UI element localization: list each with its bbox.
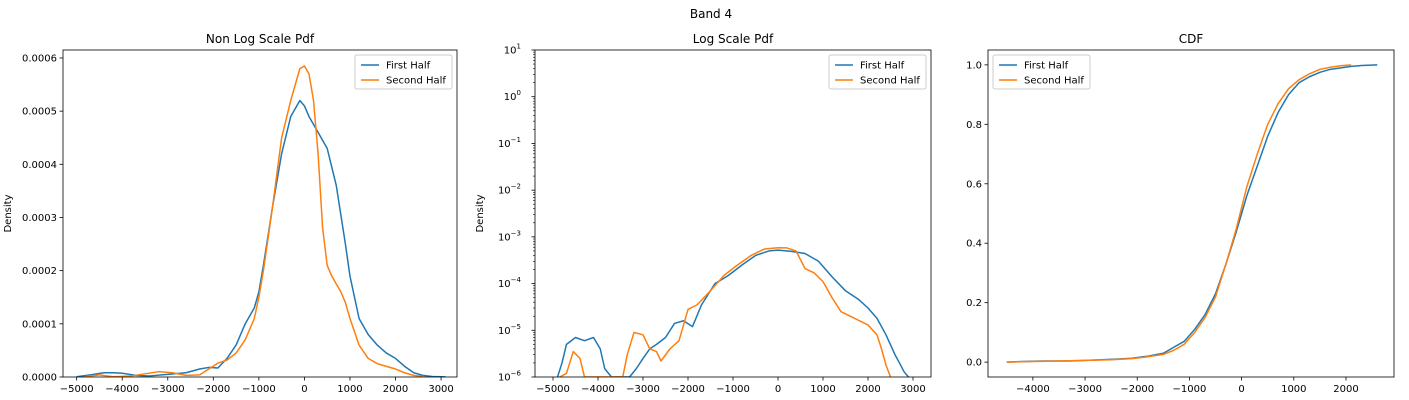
chart-title: Non Log Scale Pdf [206,32,315,46]
x-tick-label: −4000 [105,384,139,395]
series-line-first [1006,64,1378,363]
figure-suptitle: Band 4 [690,7,732,21]
x-tick-label: 2000 [383,384,408,395]
legend: First Half Second Half [992,54,1091,90]
x-tick-label: 3000 [900,384,925,395]
axes-frame [534,49,932,378]
chart-title: Log Scale Pdf [693,32,774,46]
y-tick-label: 10−5 [498,323,521,337]
x-tick-label: −3000 [1068,384,1102,395]
y-tick-label: 1.0 [966,60,982,71]
x-tick-label: 1000 [810,384,835,395]
legend-box [992,54,1091,90]
x-tick-label: −1000 [716,384,750,395]
x-tick-label: −2000 [671,384,705,395]
x-tick-label: −4000 [1016,384,1050,395]
x-tick-label: 0 [775,384,781,395]
y-tick-label: 0.0 [966,358,982,369]
y-tick-label: 10−3 [498,229,521,243]
x-tick-label: −2000 [1120,384,1154,395]
y-tick-label: 101 [504,43,521,57]
legend-label-second: Second Half [386,76,446,87]
axes-cdf: CDF −4000 −3000 −2000 −1000 0 1000 2000 0.0 0.2 0.… [966,32,1395,395]
series-line-second [85,65,423,377]
x-tick-label: −4000 [581,384,615,395]
y-tick-label: 100 [504,89,521,103]
x-tick-label: −5000 [60,384,94,395]
axes-frame [62,49,458,378]
axes-frame [987,49,1395,378]
y-tick-label: 10−2 [498,183,521,197]
x-tick-label: 1000 [337,384,362,395]
legend-label-first: First Half [386,61,431,72]
y-tick-label: 10−4 [498,276,522,290]
series-line-first [76,99,446,377]
y-tick-label: 10−6 [498,370,522,384]
x-tick-label: 2000 [1333,384,1358,395]
axes-log-pdf: Log Scale Pdf Density −5000 −4000 −3000 −2000… [475,32,932,395]
x-tick-label: −2000 [196,384,230,395]
series-line-second [1006,64,1352,363]
legend-box [354,54,453,90]
y-tick-label: 0.6 [966,179,982,190]
legend-label-first: First Half [1024,61,1069,72]
y-tick-label: 0.8 [966,120,982,131]
x-tick-label: 2000 [855,384,880,395]
y-tick-label: 0.0003 [22,213,57,224]
x-tick-label: 0 [301,384,307,395]
x-tick-label: 3000 [428,384,453,395]
legend-box [828,54,927,90]
y-tick-label: 0.2 [966,298,982,309]
y-axis-label: Density [475,194,486,232]
legend-label-first: First Half [860,61,905,72]
y-tick-label: 0.0006 [22,53,57,64]
legend-label-second: Second Half [1024,76,1084,87]
x-tick-label: −3000 [626,384,660,395]
x-tick-label: −5000 [536,384,570,395]
series-line-second [559,246,892,377]
x-tick-label: −1000 [1173,384,1207,395]
y-tick-label: 0.0002 [22,266,57,277]
y-tick-label: 0.0005 [22,107,57,118]
legend: First Half Second Half [354,54,453,90]
chart-title: CDF [1179,32,1204,46]
x-tick-label: −1000 [242,384,276,395]
y-tick-label: 10−1 [498,136,521,150]
y-axis-label: Density [3,194,14,232]
x-tick-label: 1000 [1281,384,1306,395]
legend: First Half Second Half [828,54,927,90]
x-tick-label: −3000 [151,384,185,395]
y-tick-label: 0.0004 [22,160,57,171]
y-tick-label: 0.4 [966,239,982,250]
x-tick-label: 0 [1238,384,1244,395]
y-tick-label: 0.0000 [22,373,57,384]
legend-label-second: Second Half [860,76,920,87]
y-tick-label: 0.0001 [22,319,57,330]
